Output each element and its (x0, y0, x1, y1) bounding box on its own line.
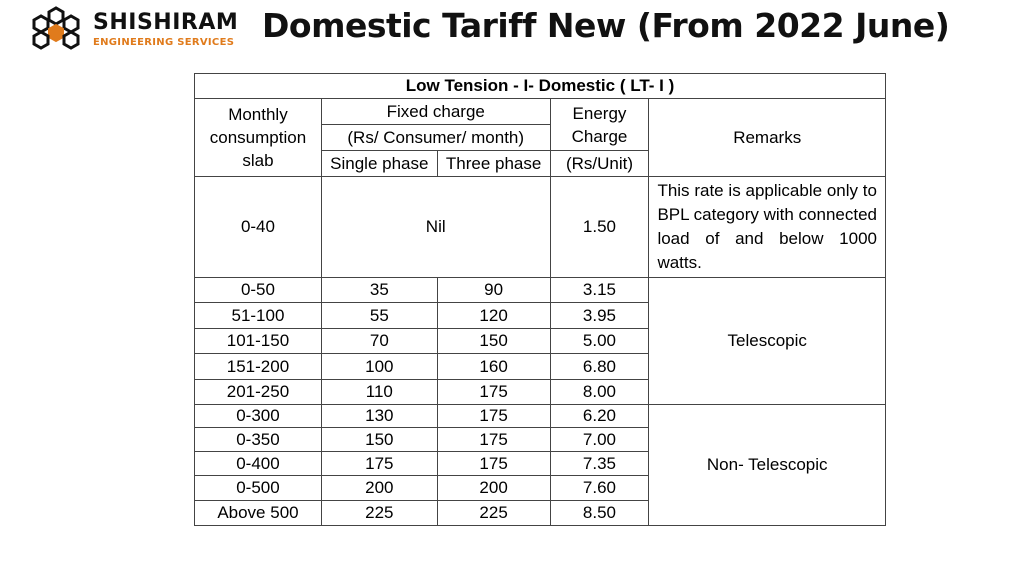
bpl-energy: 1.50 (549, 176, 650, 278)
table-row: 0-50 35 90 3.15 Telescopic (194, 277, 886, 405)
cell-three: 225 (436, 500, 551, 526)
table-row: 0-500 200 200 7.60 (194, 475, 886, 501)
bpl-slab: 0-40 (194, 176, 322, 278)
cell-energy: 6.20 (549, 404, 650, 428)
remark-non-telescopic: Non- Telescopic (648, 404, 886, 526)
tariff-rows: 0-50 35 90 3.15 Telescopic 51-100 55 120 3.95 101… (194, 277, 886, 526)
cell-energy: 3.95 (549, 302, 650, 329)
cell-single: 100 (320, 353, 438, 380)
cell-three: 175 (436, 451, 551, 476)
header-three-phase: Three phase (436, 150, 551, 177)
cell-energy: 7.60 (549, 475, 650, 501)
cell-slab: 0-50 (194, 277, 322, 303)
table-caption: Low Tension - I- Domestic ( LT- I ) (194, 73, 886, 99)
tariff-table: Low Tension - I- Domestic ( LT- I ) Mont… (194, 73, 886, 526)
cell-three: 160 (436, 353, 551, 380)
cell-energy: 8.00 (549, 379, 650, 405)
cell-single: 70 (320, 328, 438, 354)
cell-three: 200 (436, 475, 551, 501)
cell-three: 150 (436, 328, 551, 354)
cell-energy: 6.80 (549, 353, 650, 380)
cell-slab: Above 500 (194, 500, 322, 526)
table-row: 51-100 55 120 3.95 (194, 302, 886, 329)
header-energy-unit: (Rs/Unit) (549, 150, 650, 177)
cell-three: 175 (436, 427, 551, 452)
table-row: 0-300 130 175 6.20 Non- Telescopic (194, 404, 886, 526)
hexagon-logo-icon (32, 6, 80, 50)
cell-slab: 151-200 (194, 353, 322, 380)
header-monthly-slab-text: Monthly consumption slab (209, 105, 307, 170)
cell-three: 90 (436, 277, 551, 303)
header-single-phase: Single phase (320, 150, 438, 177)
cell-three: 175 (436, 379, 551, 405)
cell-slab: 0-300 (194, 404, 322, 428)
bpl-fixed: Nil (320, 176, 551, 278)
brand-name: SHISHIRAM (93, 10, 239, 35)
cell-three: 120 (436, 302, 551, 329)
header-monthly-slab: Monthly consumption slab (194, 98, 322, 177)
cell-energy: 5.00 (549, 328, 650, 354)
header-energy-charge: Energy Charge (549, 98, 650, 151)
bpl-remark: This rate is applicable only to BPL cate… (648, 176, 886, 278)
cell-energy: 7.35 (549, 451, 650, 476)
cell-slab: 0-400 (194, 451, 322, 476)
table-row: Above 500 225 225 8.50 (194, 500, 886, 526)
cell-slab: 201-250 (194, 379, 322, 405)
cell-single: 225 (320, 500, 438, 526)
cell-slab: 101-150 (194, 328, 322, 354)
cell-slab: 51-100 (194, 302, 322, 329)
page-title: Domestic Tariff New (From 2022 June) (262, 6, 950, 45)
cell-single: 175 (320, 451, 438, 476)
company-logo (32, 6, 80, 50)
cell-single: 130 (320, 404, 438, 428)
header-fixed-unit: (Rs/ Consumer/ month) (320, 124, 551, 151)
cell-single: 35 (320, 277, 438, 303)
cell-slab: 0-350 (194, 427, 322, 452)
cell-energy: 3.15 (549, 277, 650, 303)
table-row: 201-250 110 175 8.00 (194, 379, 886, 405)
table-row: 0-350 150 175 7.00 (194, 427, 886, 452)
table-row: 0-400 175 175 7.35 (194, 451, 886, 476)
cell-single: 200 (320, 475, 438, 501)
cell-single: 55 (320, 302, 438, 329)
cell-energy: 7.00 (549, 427, 650, 452)
cell-single: 110 (320, 379, 438, 405)
brand-tagline: ENGINEERING SERVICES (93, 37, 235, 48)
remark-telescopic: Telescopic (648, 277, 886, 405)
cell-slab: 0-500 (194, 475, 322, 501)
cell-single: 150 (320, 427, 438, 452)
header-fixed-charge: Fixed charge (320, 98, 551, 125)
header-remarks: Remarks (648, 98, 886, 177)
cell-energy: 8.50 (549, 500, 650, 526)
cell-three: 175 (436, 404, 551, 428)
